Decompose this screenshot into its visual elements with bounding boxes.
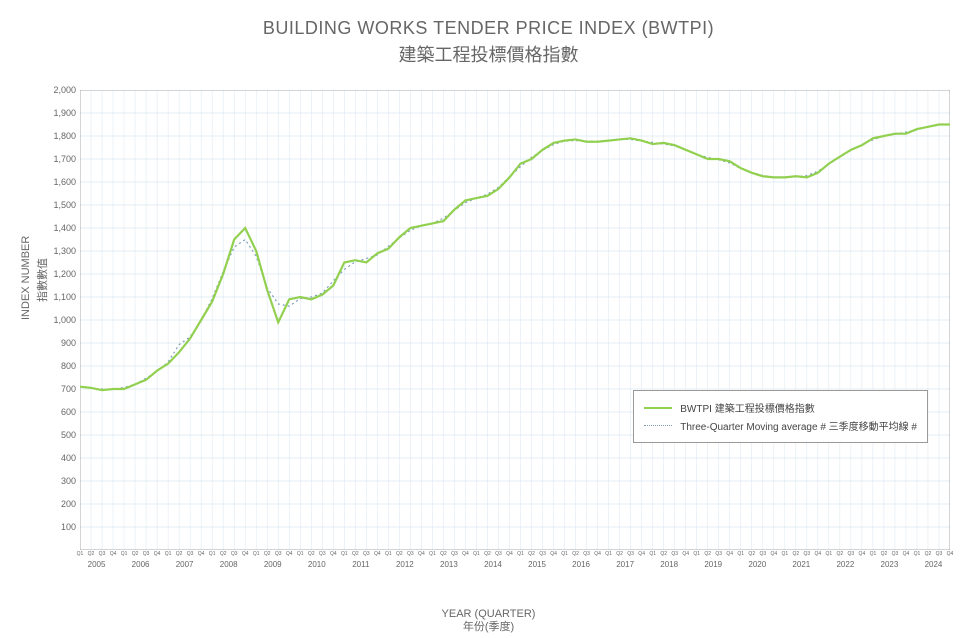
plot-area: BWTPI 建築工程投標價格指數 Three-Quarter Moving av… bbox=[80, 90, 950, 550]
x-tick-quarter: Q3 bbox=[936, 550, 943, 557]
y-tick: 500 bbox=[61, 430, 80, 440]
x-tick-quarter: Q3 bbox=[319, 550, 326, 557]
series-bwtpi bbox=[80, 125, 950, 391]
x-tick-quarter: Q1 bbox=[826, 550, 833, 557]
y-tick: 1,400 bbox=[53, 223, 80, 233]
y-tick: 900 bbox=[61, 338, 80, 348]
x-tick-quarter: Q4 bbox=[330, 550, 337, 557]
x-tick-quarter: Q3 bbox=[187, 550, 194, 557]
legend-label-mavg: Three-Quarter Moving average # 三季度移動平均線 … bbox=[680, 418, 917, 433]
y-tick: 1,700 bbox=[53, 154, 80, 164]
y-tick: 200 bbox=[61, 499, 80, 509]
legend-label-bwtpi: BWTPI 建築工程投標價格指數 bbox=[680, 400, 814, 415]
x-tick-quarter: Q4 bbox=[947, 550, 954, 557]
x-tick-quarter: Q4 bbox=[726, 550, 733, 557]
x-tick-quarter: Q3 bbox=[495, 550, 502, 557]
x-tick-quarter: Q1 bbox=[914, 550, 921, 557]
x-tick-quarter: Q3 bbox=[407, 550, 414, 557]
x-tick-quarter: Q1 bbox=[605, 550, 612, 557]
x-tick-quarter: Q4 bbox=[859, 550, 866, 557]
y-tick: 2,000 bbox=[53, 85, 80, 95]
x-tick-quarter: Q1 bbox=[517, 550, 524, 557]
x-tick-quarter: Q1 bbox=[737, 550, 744, 557]
y-axis-label-cn: 指數數值 bbox=[34, 258, 50, 302]
x-tick-quarter: Q3 bbox=[892, 550, 899, 557]
x-tick-quarter: Q1 bbox=[693, 550, 700, 557]
y-tick: 1,900 bbox=[53, 108, 80, 118]
y-tick: 700 bbox=[61, 384, 80, 394]
y-tick: 100 bbox=[61, 522, 80, 532]
x-tick-quarter: Q3 bbox=[627, 550, 634, 557]
x-tick-quarter: Q4 bbox=[594, 550, 601, 557]
x-tick-quarter: Q1 bbox=[209, 550, 216, 557]
x-tick-quarter: Q4 bbox=[374, 550, 381, 557]
x-tick-quarter: Q4 bbox=[815, 550, 822, 557]
y-tick: 1,600 bbox=[53, 177, 80, 187]
x-tick-quarter: Q3 bbox=[451, 550, 458, 557]
x-tick-quarter: Q3 bbox=[99, 550, 106, 557]
x-tick-quarter: Q4 bbox=[286, 550, 293, 557]
x-tick-quarter: Q1 bbox=[121, 550, 128, 557]
x-tick-quarter: Q3 bbox=[759, 550, 766, 557]
x-tick-quarter: Q1 bbox=[165, 550, 172, 557]
legend-item-mavg: Three-Quarter Moving average # 三季度移動平均線 … bbox=[644, 418, 917, 433]
x-tick-quarter: Q4 bbox=[903, 550, 910, 557]
x-tick-quarter: Q1 bbox=[385, 550, 392, 557]
x-tick-quarter: Q3 bbox=[848, 550, 855, 557]
x-tick-quarter: Q4 bbox=[770, 550, 777, 557]
x-tick-quarter: Q1 bbox=[77, 550, 84, 557]
legend-swatch-mavg bbox=[644, 425, 672, 426]
chart-title-cn: 建築工程投標價格指數 bbox=[0, 41, 977, 67]
legend-swatch-bwtpi bbox=[644, 407, 672, 409]
x-tick-quarter: Q1 bbox=[429, 550, 436, 557]
x-tick-quarter: Q4 bbox=[506, 550, 513, 557]
x-tick-quarter: Q1 bbox=[870, 550, 877, 557]
y-tick: 300 bbox=[61, 476, 80, 486]
y-tick: 800 bbox=[61, 361, 80, 371]
series-mavg bbox=[91, 125, 939, 389]
y-tick: 1,100 bbox=[53, 292, 80, 302]
x-tick-quarter: Q4 bbox=[418, 550, 425, 557]
x-tick-quarter: Q4 bbox=[198, 550, 205, 557]
legend: BWTPI 建築工程投標價格指數 Three-Quarter Moving av… bbox=[633, 390, 928, 443]
y-tick: 1,300 bbox=[53, 246, 80, 256]
x-tick-quarter: Q3 bbox=[363, 550, 370, 557]
x-tick-quarter: Q1 bbox=[473, 550, 480, 557]
x-tick-quarter: Q3 bbox=[275, 550, 282, 557]
x-tick-quarter: Q4 bbox=[154, 550, 161, 557]
y-axis-label-en: INDEX NUMBER bbox=[20, 236, 32, 320]
x-tick-quarter: Q4 bbox=[638, 550, 645, 557]
x-axis-label-cn: 年份(季度) bbox=[0, 618, 977, 634]
x-tick-quarter: Q1 bbox=[649, 550, 656, 557]
x-tick-quarter: Q3 bbox=[231, 550, 238, 557]
x-tick-quarter: Q1 bbox=[297, 550, 304, 557]
x-tick-quarter: Q3 bbox=[143, 550, 150, 557]
x-tick-quarter: Q4 bbox=[242, 550, 249, 557]
y-tick: 1,000 bbox=[53, 315, 80, 325]
x-tick-quarter: Q3 bbox=[715, 550, 722, 557]
chart-svg bbox=[80, 90, 950, 550]
x-tick-quarter: Q1 bbox=[253, 550, 260, 557]
x-tick-quarter: Q1 bbox=[561, 550, 568, 557]
x-tick-quarter: Q1 bbox=[341, 550, 348, 557]
y-tick: 600 bbox=[61, 407, 80, 417]
x-tick-quarter: Q4 bbox=[110, 550, 117, 557]
x-tick-quarter: Q3 bbox=[803, 550, 810, 557]
legend-item-bwtpi: BWTPI 建築工程投標價格指數 bbox=[644, 400, 917, 415]
x-tick-quarter: Q3 bbox=[671, 550, 678, 557]
x-tick-quarter: Q3 bbox=[539, 550, 546, 557]
y-tick: 1,200 bbox=[53, 269, 80, 279]
y-tick: 1,800 bbox=[53, 131, 80, 141]
x-tick-quarter: Q4 bbox=[682, 550, 689, 557]
x-tick-quarter: Q4 bbox=[550, 550, 557, 557]
x-tick-quarter: Q3 bbox=[583, 550, 590, 557]
chart-title-en: BUILDING WORKS TENDER PRICE INDEX (BWTPI… bbox=[0, 0, 977, 39]
y-tick: 400 bbox=[61, 453, 80, 463]
chart-container: BUILDING WORKS TENDER PRICE INDEX (BWTPI… bbox=[0, 0, 977, 638]
y-tick: 1,500 bbox=[53, 200, 80, 210]
x-tick-quarter: Q1 bbox=[781, 550, 788, 557]
x-tick-quarter: Q4 bbox=[462, 550, 469, 557]
